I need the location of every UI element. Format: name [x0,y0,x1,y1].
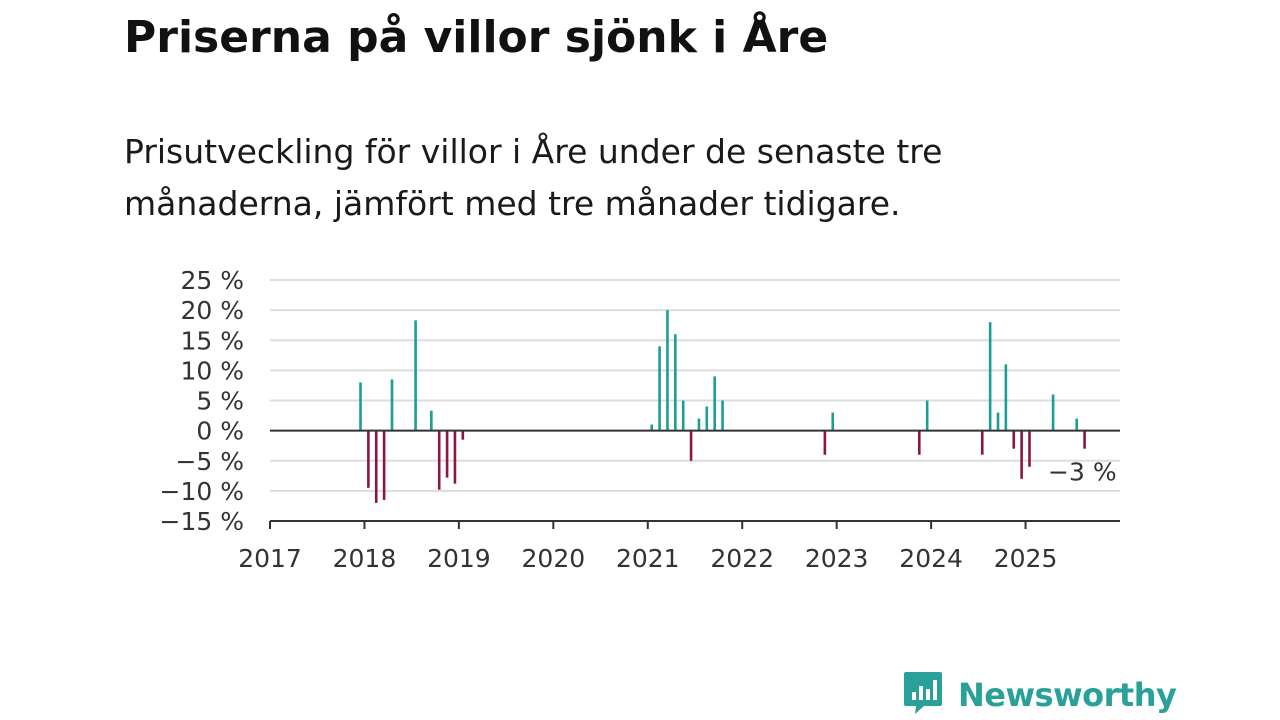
bar [988,322,992,431]
y-tick-label: 5 % [196,387,244,416]
bar [831,412,835,431]
bar [713,376,716,431]
y-tick-label: 0 % [196,417,244,446]
newsworthy-logo-icon [902,670,944,720]
bar [697,418,701,431]
bar [414,320,417,431]
bar [1051,394,1055,431]
bar [374,430,378,503]
chart-title: Priserna på villor sjönk i Åre [124,12,829,63]
bar [382,430,386,500]
bar [650,424,654,431]
bars [359,310,1086,503]
bar [666,310,669,431]
y-tick-label: 10 % [180,356,244,385]
y-tick-label: 20 % [180,296,244,325]
x-tick-label: 2019 [427,544,491,573]
bar [721,400,724,431]
x-tick-label: 2021 [616,544,680,573]
bar [823,430,827,455]
bar [1075,418,1079,431]
y-tick-label: −10 % [160,477,244,506]
bar [359,382,362,431]
latest-value-label: −3 % [1048,458,1117,487]
bar [1004,364,1008,431]
bar [918,430,921,455]
brand-name: Newsworthy [958,676,1177,714]
bar [658,346,661,431]
bar [689,430,693,461]
bar [1020,430,1023,479]
bar [430,410,433,431]
bar [390,379,394,431]
bar [674,334,677,431]
y-tick-label: 25 % [180,266,244,295]
x-tick-label: 2023 [805,544,869,573]
y-axis-tick-labels: 25 %20 %15 %10 %5 %0 %−5 %−10 %−15 % [160,266,244,536]
x-tick-label: 2018 [333,544,397,573]
chart-subtitle: Prisutveckling för villor i Åre under de… [124,132,943,223]
x-tick-label: 2017 [238,544,302,573]
x-tick-label: 2024 [899,544,963,573]
y-tick-label: −5 % [175,447,244,476]
bar [705,406,709,431]
bar [461,430,465,440]
bar [681,400,685,431]
bar [1028,430,1031,467]
bar [437,430,441,490]
bar [980,430,984,455]
x-tick-label: 2025 [994,544,1058,573]
axes [270,429,1120,522]
brand: Newsworthy [902,670,1177,720]
bar [1083,430,1086,449]
gridlines [270,279,1120,492]
y-tick-label: 15 % [180,326,244,355]
bar [925,400,929,431]
bar [367,430,370,488]
x-tick-label: 2022 [710,544,774,573]
bar [1012,430,1016,449]
bar [445,430,449,478]
bar [996,412,1000,431]
annotations: −3 % [1048,458,1117,487]
y-tick-label: −15 % [160,507,244,536]
bar [453,430,457,484]
x-axis-tick-labels: 2017 2018 2019 2020 2021 2022 2023 2024 2025 [238,521,1057,573]
x-tick-label: 2020 [522,544,586,573]
